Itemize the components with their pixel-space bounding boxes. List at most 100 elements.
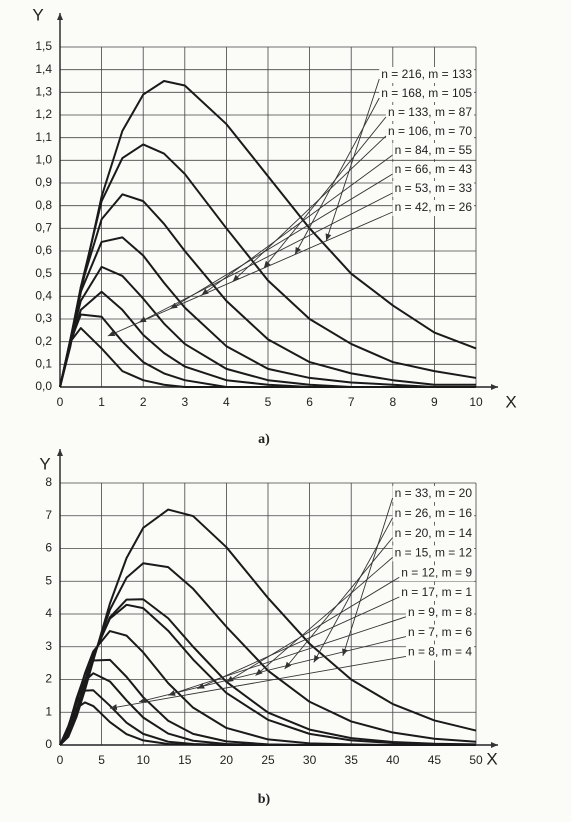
x-tick-label: 25 [261, 753, 275, 767]
y-tick-label: 2 [45, 672, 52, 686]
data-line [59, 143, 477, 388]
data-line [59, 327, 476, 388]
leader-line [201, 154, 393, 296]
y-tick-label: 0,0 [35, 379, 52, 393]
y-tick-label: 0,5 [35, 266, 52, 280]
y-tick-label: 4 [45, 606, 52, 620]
legend-entry: n = 20, m = 14 [395, 526, 473, 540]
caption: b) [258, 792, 271, 807]
x-tick-label: 0 [57, 395, 64, 409]
x-tick-label: 6 [306, 395, 313, 409]
y-tick-label: 1,3 [35, 85, 52, 99]
x-tick-label: 8 [389, 395, 396, 409]
leader-line [168, 616, 407, 696]
leader-line [138, 192, 393, 323]
x-tick-label: 50 [469, 753, 483, 767]
legend-bg [392, 545, 474, 562]
y-tick-label: 0 [45, 737, 52, 751]
y-tick-label: 6 [45, 541, 52, 555]
legend-bg [392, 525, 474, 542]
y-tick-label: 0,3 [35, 311, 52, 325]
leader-line [109, 655, 407, 711]
y-tick-label: 0,1 [35, 357, 52, 371]
legend-bg [405, 604, 474, 621]
y-tick-label: 1,0 [35, 153, 52, 167]
legend-bg [392, 162, 474, 178]
x-tick-label: 40 [386, 753, 400, 767]
x-tick-label: 5 [98, 753, 105, 767]
y-tick-label: 0,4 [35, 289, 52, 303]
x-tick-label: 9 [431, 395, 438, 409]
leader-line [107, 211, 393, 337]
y-tick-label: 8 [45, 475, 52, 489]
y-tick-label: 3 [45, 639, 52, 653]
x-tick-label: 2 [140, 395, 147, 409]
x-tick-label: 3 [181, 395, 188, 409]
legend-entry: n = 15, m = 12 [395, 546, 473, 560]
legend-entry: n = 66, m = 43 [395, 162, 473, 176]
y-axis-label: Y [39, 454, 50, 473]
y-tick-label: 1,4 [35, 62, 52, 76]
y-tick-label: 0,6 [35, 243, 52, 257]
leader-line [284, 537, 393, 670]
data-line [59, 193, 476, 388]
y-tick-label: 1,2 [35, 107, 52, 121]
x-tick-label: 20 [220, 753, 234, 767]
leader-line [263, 116, 387, 269]
legend-entry: n = 7, m = 6 [408, 625, 472, 639]
x-tick-label: 35 [345, 753, 359, 767]
legend-entry: n = 133, m = 87 [388, 105, 472, 119]
leader-line [313, 517, 394, 663]
y-tick-label: 0,9 [35, 175, 52, 189]
legend-bg [399, 585, 474, 601]
legend-bg [392, 181, 474, 197]
x-axis-label: X [486, 749, 497, 768]
legend-bg [379, 86, 474, 102]
y-tick-label: 0,7 [35, 221, 52, 235]
legend-bg [392, 505, 474, 522]
leader-line [197, 596, 400, 690]
chart-panel: 0,0 0,1 0,2 0,3 0,4 0,5 0,6 0,7 0,8 0,9 1,0 1,1 1,2 1… [32, 5, 516, 447]
legend-entry: n = 168, m = 105 [381, 86, 472, 100]
data-line [59, 236, 476, 388]
legend-bg [385, 124, 474, 140]
leader-line [325, 78, 380, 241]
x-tick-label: 30 [303, 753, 317, 767]
x-tick-label: 45 [428, 753, 442, 767]
y-tick-label: 0,8 [35, 198, 52, 212]
data-line [59, 603, 477, 746]
x-tick-label: 4 [223, 395, 230, 409]
leader-line [138, 636, 407, 704]
legend-bg [379, 67, 474, 83]
legend-bg [392, 486, 474, 502]
legend-entry: n = 26, m = 16 [395, 506, 473, 520]
legend-bg [392, 143, 474, 159]
leader-line [294, 97, 380, 255]
legend-entry: n = 17, m = 1 [401, 585, 472, 599]
leader-line [342, 497, 394, 657]
y-tick-label: 7 [45, 508, 52, 522]
caption: a) [258, 432, 270, 447]
x-tick-label: 7 [348, 395, 355, 409]
x-tick-label: 10 [469, 395, 483, 409]
x-axis-label: X [505, 392, 516, 411]
data-line [59, 701, 476, 746]
legend-bg [405, 644, 474, 661]
leader-line [255, 557, 393, 676]
legend-bg [385, 105, 474, 121]
legend-entry: n = 12, m = 9 [401, 565, 472, 579]
y-tick-label: 1 [45, 704, 52, 718]
legend-entry: n = 42, m = 26 [395, 200, 473, 214]
legend-entry: n = 33, m = 20 [395, 486, 473, 500]
legend-bg [392, 200, 474, 216]
leader-line [170, 173, 393, 310]
legend-entry: n = 106, m = 70 [388, 124, 472, 138]
leader-line [232, 135, 387, 282]
legend-entry: n = 8, m = 4 [408, 645, 472, 659]
x-tick-label: 15 [178, 753, 192, 767]
legend-entry: n = 9, m = 8 [408, 605, 472, 619]
legend-entry: n = 84, m = 55 [395, 143, 473, 157]
